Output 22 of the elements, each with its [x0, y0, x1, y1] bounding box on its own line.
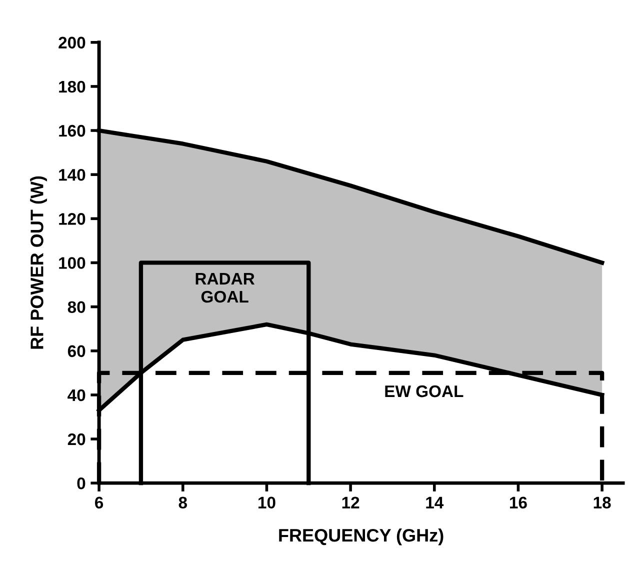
annotation: EW GOAL: [385, 385, 464, 398]
y-tick-label: 0: [77, 477, 86, 490]
x-tick-label: 6: [95, 496, 104, 509]
y-tick-label: 40: [68, 389, 86, 402]
y-tick-label: 100: [59, 257, 86, 269]
x-tick-label: 18: [594, 496, 611, 509]
x-tick-label: 14: [426, 496, 444, 508]
x-tick-label: 12: [342, 496, 360, 508]
y-axis-title: RF POWER OUT (W): [30, 176, 47, 349]
y-tick-label: 160: [59, 124, 86, 137]
y-tick-label: 80: [68, 301, 86, 313]
x-tick-label: 10: [258, 496, 276, 509]
x-axis-title: FREQUENCY (GHz): [279, 528, 444, 546]
annotation: RADAR GOAL: [196, 273, 255, 303]
x-tick-label: 8: [178, 496, 188, 509]
y-tick-label: 200: [58, 36, 86, 49]
x-tick-label: 16: [510, 496, 527, 509]
y-tick-label: 20: [68, 433, 86, 446]
y-tick-label: 180: [59, 80, 86, 93]
y-tick-label: 60: [68, 345, 86, 358]
y-tick-label: 120: [59, 213, 86, 225]
y-tick-label: 140: [59, 168, 86, 181]
